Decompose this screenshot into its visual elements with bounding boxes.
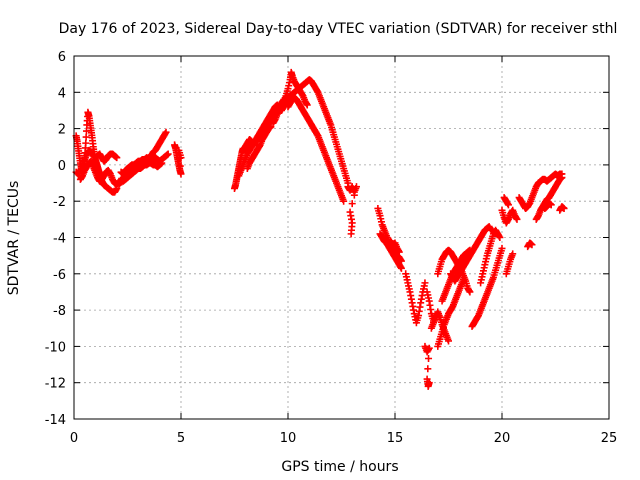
x-axis-title: GPS time / hours [281, 459, 398, 475]
y-tick-label: -6 [53, 268, 66, 283]
plot-frame [73, 55, 610, 420]
data-point [528, 241, 536, 249]
data-point [340, 197, 348, 205]
y-tick-label: 4 [58, 86, 66, 101]
data-point [82, 139, 90, 147]
data-point [347, 230, 355, 238]
y-axis-title: SDTVAR / TECUs [6, 181, 22, 296]
data-point [560, 204, 568, 212]
data-point [466, 288, 474, 296]
x-tick-labels: 0 5 10 15 20 25 [70, 431, 617, 446]
data-point [267, 123, 275, 131]
x-tick-label: 15 [387, 431, 404, 446]
data-point [177, 170, 185, 178]
y-tick-label: -4 [53, 232, 66, 247]
x-tick-label: 10 [280, 431, 297, 446]
chart-title: Day 176 of 2023, Sidereal Day-to-day VTE… [59, 21, 618, 37]
grid-lines [74, 56, 609, 419]
data-point [496, 234, 504, 241]
data-point [303, 101, 311, 109]
data-point [158, 159, 166, 167]
data-point [113, 154, 121, 162]
data-series-sthl [72, 68, 568, 390]
y-tick-label: 6 [58, 50, 66, 65]
data-point [164, 150, 172, 158]
y-tick-label: -12 [45, 377, 66, 392]
y-tick-label: -2 [53, 195, 66, 210]
data-point [421, 279, 429, 287]
data-point [498, 244, 506, 252]
data-point [348, 200, 356, 208]
y-tick-label: -14 [45, 413, 66, 428]
data-point [397, 264, 405, 272]
data-point [425, 379, 433, 387]
data-point [395, 248, 403, 256]
data-point [558, 170, 566, 178]
data-point [547, 201, 555, 209]
y-tick-label: -10 [45, 340, 66, 355]
data-point [352, 183, 360, 191]
y-tick-label: 0 [58, 159, 66, 174]
data-point [162, 128, 170, 136]
x-tick-label: 5 [177, 431, 185, 446]
y-tick-label: 2 [58, 123, 66, 138]
data-point [504, 201, 512, 209]
y-tick-labels: -14 -12 -10 -8 -6 -4 -2 0 2 4 6 [45, 50, 66, 428]
data-point [425, 344, 433, 352]
data-point [509, 250, 517, 258]
data-point [425, 355, 433, 362]
x-tick-label: 0 [70, 431, 78, 446]
x-tick-label: 25 [601, 431, 618, 446]
data-point [424, 365, 432, 373]
data-point [513, 215, 521, 223]
data-point [176, 162, 184, 170]
data-point [82, 133, 90, 141]
data-point [445, 337, 452, 345]
data-point [177, 154, 185, 162]
y-tick-label: -8 [53, 304, 66, 319]
x-tick-label: 20 [494, 431, 511, 446]
data-point [350, 191, 358, 199]
